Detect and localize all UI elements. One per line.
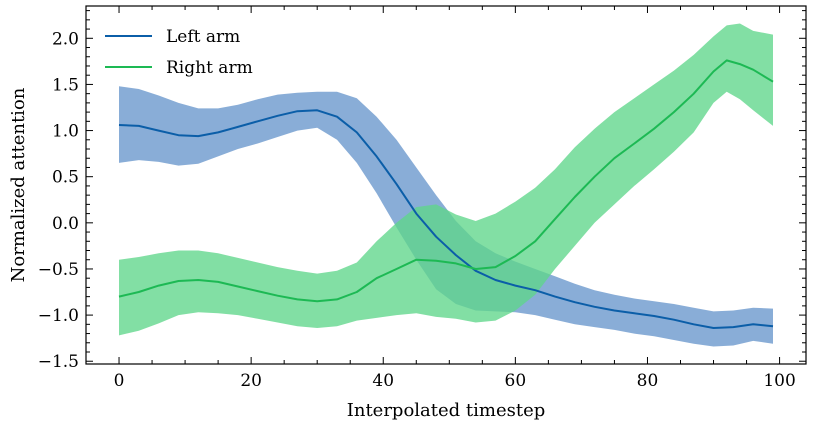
y-tick-label: 0.0	[52, 214, 79, 234]
right-arm-legend-label: Right arm	[166, 58, 253, 78]
x-tick-label: 100	[763, 371, 795, 391]
confidence-bands	[119, 23, 773, 347]
left-arm-legend-label: Left arm	[166, 27, 240, 47]
x-tick-label: 0	[114, 371, 125, 391]
left-arm-line	[118, 109, 774, 329]
x-tick-label: 80	[637, 371, 659, 391]
y-tick-label: −0.5	[38, 260, 79, 280]
y-tick-label: 0.5	[52, 168, 79, 188]
right-arm-line	[118, 59, 774, 303]
x-axis-label: Interpolated timestep	[347, 400, 546, 421]
plot-frame	[85, 5, 807, 365]
legend: Left arm Right arm	[105, 27, 253, 78]
x-tick-label: 40	[372, 371, 394, 391]
right-arm-confidence-band	[119, 23, 773, 336]
y-tick-label: −1.0	[38, 306, 79, 326]
y-tick-label: 1.0	[52, 122, 79, 142]
y-axis-label: Normalized attention	[8, 87, 29, 282]
tick-labels: 0 20 40 60 80 100 −1.5 −1.0 −0.5 0.0 0.5 1.0 1.5 2.0	[38, 29, 796, 391]
series-lines	[118, 59, 774, 329]
y-tick-label: −1.5	[38, 352, 79, 372]
y-tick-label: 1.5	[52, 75, 79, 95]
axis-ticks	[85, 6, 806, 364]
y-tick-label: 2.0	[52, 29, 79, 49]
x-tick-label: 20	[240, 371, 262, 391]
x-tick-label: 60	[505, 371, 527, 391]
